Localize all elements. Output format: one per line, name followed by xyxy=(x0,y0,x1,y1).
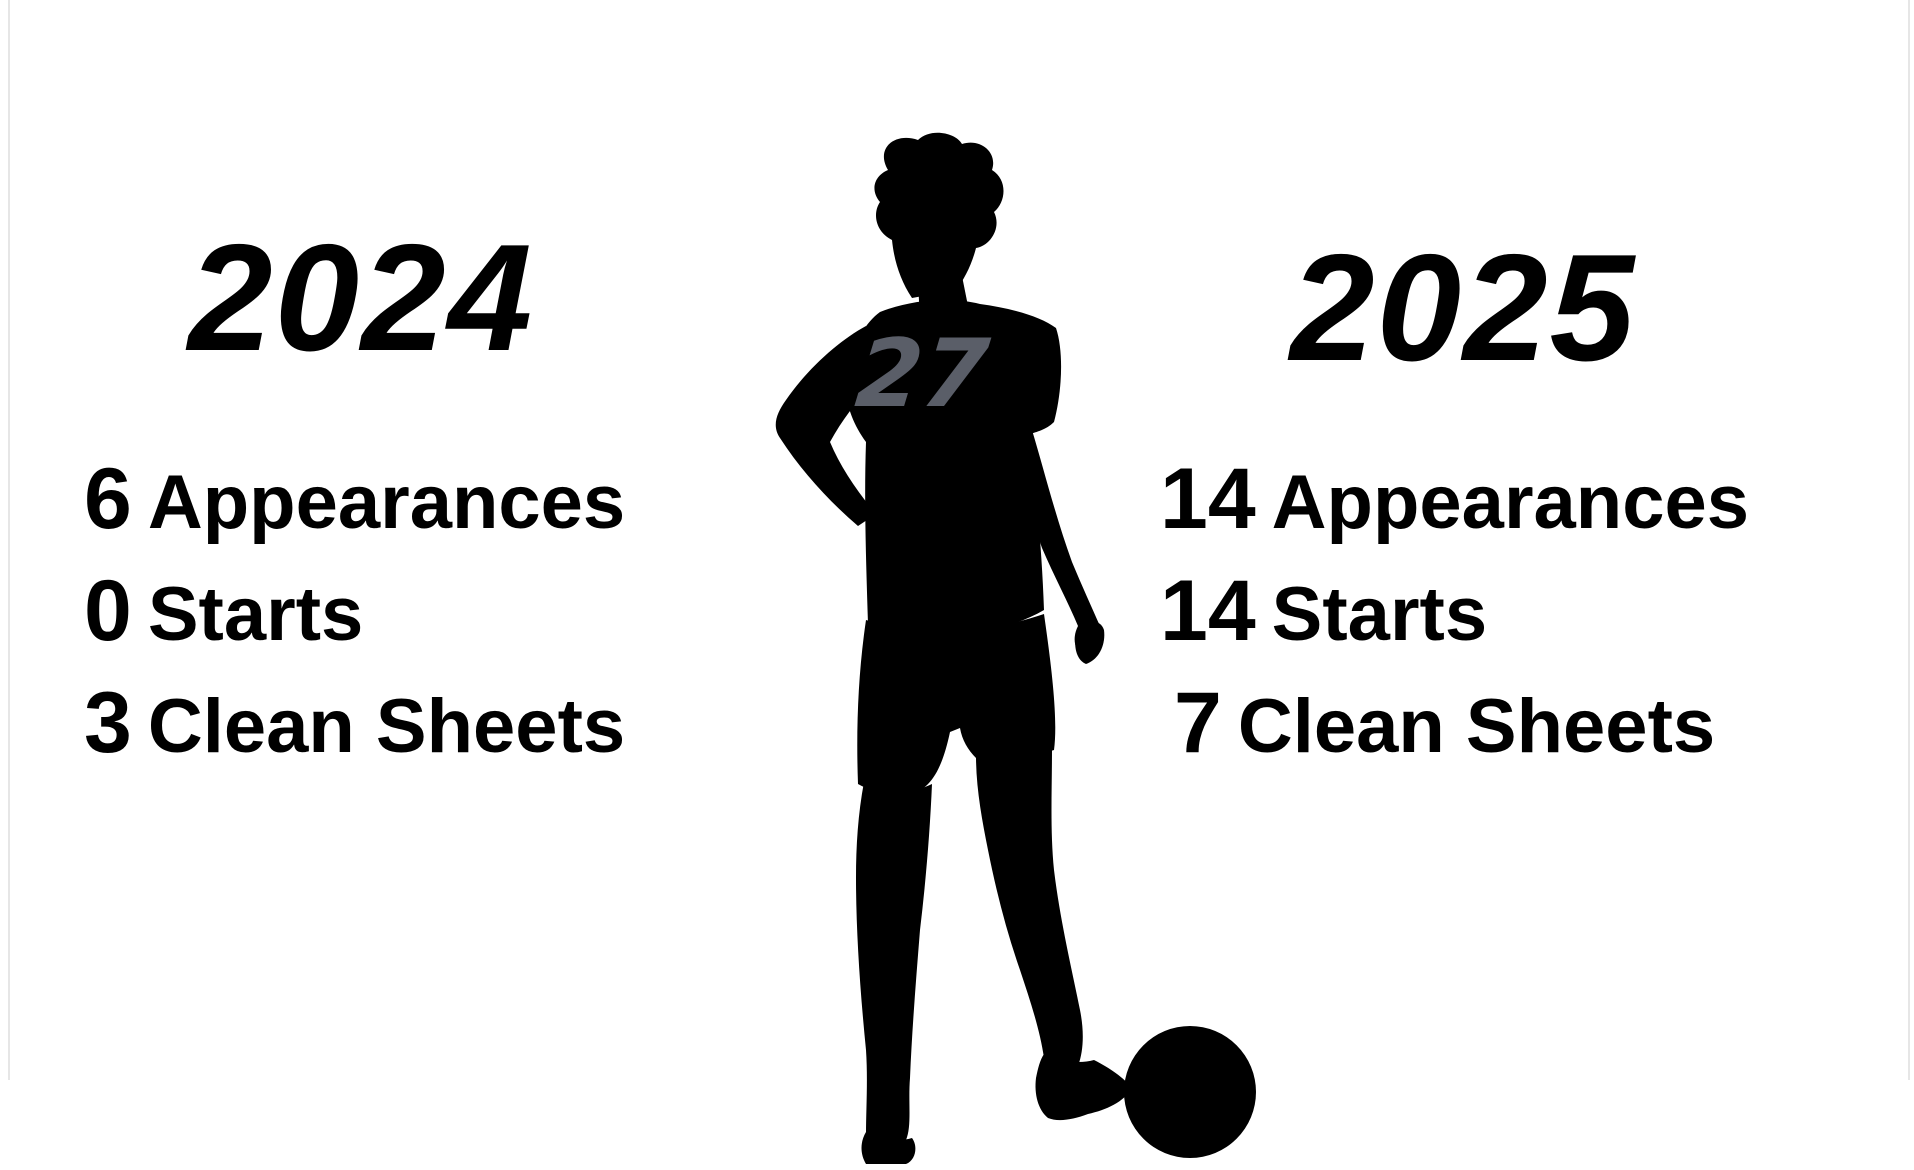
stat-value: 14 xyxy=(1160,451,1256,547)
left-border xyxy=(8,0,10,1080)
stat-clean-sheets-2024: 3 Clean Sheets xyxy=(84,680,625,766)
stat-label: Starts xyxy=(147,572,364,657)
stat-value: 6 xyxy=(84,451,132,547)
stat-label: Clean Sheets xyxy=(147,684,626,769)
stat-label: Clean Sheets xyxy=(1237,684,1716,769)
silhouette-body xyxy=(775,132,1132,1164)
stat-value: 3 xyxy=(84,675,132,771)
season-year-2024: 2024 xyxy=(188,213,535,383)
stat-label: Appearances xyxy=(1271,460,1750,545)
stat-value: 14 xyxy=(1160,563,1256,659)
stat-label: Starts xyxy=(1271,572,1488,657)
ball-icon xyxy=(1124,1026,1256,1158)
right-border xyxy=(1908,0,1910,1080)
season-year-2025: 2025 xyxy=(1290,223,1637,393)
stat-clean-sheets-2025: 7 Clean Sheets xyxy=(1174,680,1715,766)
stat-appearances-2024: 6 Appearances xyxy=(84,456,625,542)
stat-value: 7 xyxy=(1174,675,1222,771)
stat-starts-2025: 14 Starts xyxy=(1160,568,1487,654)
stat-appearances-2025: 14 Appearances xyxy=(1160,456,1749,542)
stat-label: Appearances xyxy=(147,460,626,545)
jersey-number: 27 xyxy=(851,320,994,429)
stat-starts-2024: 0 Starts xyxy=(84,568,363,654)
stat-value: 0 xyxy=(84,563,132,659)
player-silhouette-icon: 27 xyxy=(775,132,1256,1164)
